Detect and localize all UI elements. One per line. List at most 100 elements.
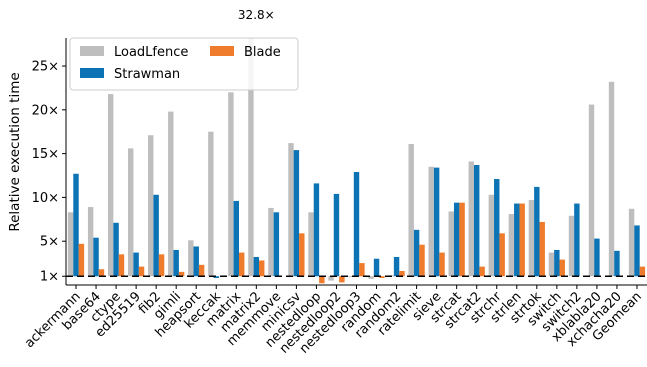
annotations-group: 32.8×	[238, 8, 275, 22]
bar-blade-geomean	[639, 266, 646, 277]
bar-strawman-nestedloop3	[353, 172, 360, 277]
bar-loadlfence-nestedloop	[308, 212, 314, 277]
bar-loadlfence-matrix2	[248, 38, 254, 277]
bar-loadlfence-strtok	[528, 200, 535, 277]
y-axis-label: Relative execution time	[7, 72, 23, 231]
legend: LoadLfence Strawman Blade	[69, 37, 299, 91]
y-tick-label: 1×	[40, 270, 59, 285]
bar-blade-strchr	[499, 233, 505, 277]
bar-blade-ed25519	[138, 266, 145, 277]
bar-blade-sieve	[439, 252, 445, 277]
bar-strawman-keccak	[213, 276, 219, 278]
bar-loadlfence-strlen	[508, 214, 515, 277]
bar-strawman-geomean	[634, 225, 640, 277]
bar-loadlfence-strchr	[488, 194, 495, 277]
bar-strawman-gimli	[173, 249, 179, 277]
legend-label-loadlfence: LoadLfence	[114, 45, 188, 60]
bar-strawman-memmove	[273, 212, 280, 277]
bar-strawman-ctype	[113, 222, 119, 277]
bar-strawman-switch	[554, 249, 560, 277]
bar-blade-matrix	[239, 252, 245, 277]
legend-box	[69, 37, 299, 91]
bar-strawman-nestedloop2	[333, 193, 340, 277]
bar-blade-switch	[559, 259, 565, 277]
bar-strawman-switch2	[574, 203, 580, 277]
bar-loadlfence-heapsort	[188, 240, 194, 277]
x-ticks-group: ackermannbase64ctypeed25519fib2gimliheap…	[22, 285, 645, 357]
bar-blade-minicsv	[299, 233, 305, 277]
bar-loadlfence-memmove	[268, 207, 274, 277]
bar-strawman-base64	[93, 237, 99, 277]
bar-loadlfence-matrix	[228, 92, 234, 277]
bar-strawman-ratelimit	[413, 229, 420, 277]
bar-blade-random	[379, 276, 385, 278]
legend-label-strawman: Strawman	[114, 67, 180, 82]
bar-loadlfence-fib2	[148, 135, 154, 277]
bar-blade-strlen	[519, 203, 525, 277]
bar-blade-random2	[399, 270, 405, 277]
bar-loadlfence-gimli	[168, 111, 174, 277]
bar-strawman-strcat	[453, 202, 460, 277]
bars-group	[67, 38, 646, 284]
bar-loadlfence-strcat	[448, 211, 454, 277]
y-tick-label: 15×	[32, 147, 59, 162]
bar-strawman-strchr	[494, 179, 500, 277]
bar-blade-nestedloop2	[339, 276, 345, 283]
bar-strawman-minicsv	[293, 150, 300, 277]
bar-blade-ackermann	[78, 243, 85, 277]
bar-loadlfence-ctype	[107, 94, 114, 277]
bar-blade-nestedloop3	[359, 263, 365, 277]
y-tick-label: 10×	[32, 191, 59, 206]
bar-strawman-random	[373, 258, 380, 277]
bar-strawman-strlen	[514, 203, 520, 277]
bar-loadlfence-keccak	[208, 131, 214, 277]
bar-strawman-random2	[393, 256, 400, 277]
bar-strawman-nestedloop	[313, 183, 320, 277]
legend-label-blade: Blade	[244, 45, 281, 60]
bar-loadlfence-sieve	[428, 166, 434, 277]
legend-swatch-strawman	[80, 68, 104, 78]
legend-swatch-loadlfence	[80, 46, 104, 56]
bar-loadlfence-ratelimit	[408, 143, 414, 277]
bar-loadlfence-nestedloop2	[328, 276, 334, 281]
bar-strawman-sieve	[433, 167, 440, 277]
bar-loadlfence-nestedloop3	[348, 276, 354, 278]
bar-strawman-matrix2	[253, 256, 260, 277]
bar-loadlfence-xblabla20	[588, 104, 595, 277]
bar-strawman-strcat2	[474, 165, 480, 277]
bar-loadlfence-ed25519	[128, 148, 134, 277]
bar-strawman-ackermann	[73, 173, 79, 277]
bar-blade-ratelimit	[419, 244, 425, 277]
bar-loadlfence-random	[368, 276, 374, 279]
bar-loadlfence-base64	[87, 207, 94, 277]
bar-blade-matrix2	[259, 260, 265, 277]
bar-blade-heapsort	[198, 264, 205, 277]
legend-swatch-blade	[210, 46, 234, 56]
bar-loadlfence-switch	[548, 252, 555, 277]
bar-loadlfence-ackermann	[67, 212, 74, 277]
bar-blade-base64	[98, 269, 105, 277]
y-ticks-group: 1× 5× 10× 15× 20× 25×	[32, 60, 66, 285]
bar-strawman-strtok	[534, 186, 540, 277]
bar-strawman-ed25519	[133, 252, 139, 277]
y-tick-label: 20×	[32, 103, 59, 118]
bar-loadlfence-switch2	[568, 215, 575, 277]
annotation-label: 32.8×	[238, 8, 275, 22]
bar-blade-ctype	[118, 254, 125, 277]
y-tick-label: 25×	[32, 60, 59, 75]
y-tick-label: 5×	[40, 235, 59, 250]
bar-blade-strtok	[539, 221, 545, 277]
bar-blade-strcat	[459, 202, 465, 277]
bar-strawman-xblabla20	[594, 238, 600, 277]
bar-loadlfence-xchacha20	[608, 81, 615, 277]
bar-strawman-matrix	[233, 200, 239, 277]
bar-blade-nestedloop	[319, 276, 325, 284]
bar-loadlfence-minicsv	[288, 143, 294, 277]
bar-strawman-xchacha20	[614, 250, 620, 277]
bar-strawman-heapsort	[193, 246, 199, 277]
bar-blade-fib2	[158, 254, 165, 277]
bar-blade-strcat2	[479, 266, 485, 277]
bar-loadlfence-strcat2	[468, 161, 474, 277]
bar-strawman-fib2	[153, 194, 159, 277]
